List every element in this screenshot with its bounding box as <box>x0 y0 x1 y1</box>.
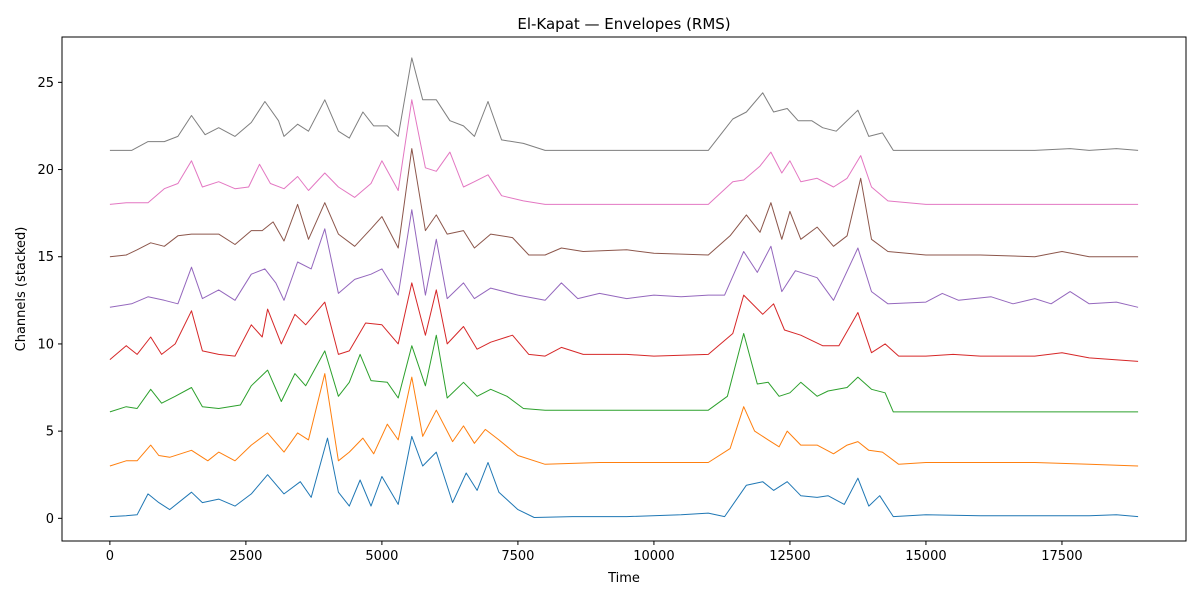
plot-frame <box>61 36 1187 542</box>
x-tick-label: 0 <box>106 549 114 564</box>
x-tick-label: 12500 <box>769 549 810 564</box>
series-line-4 <box>109 209 1139 308</box>
series-line-0 <box>109 435 1139 518</box>
x-axis-ticks: 0 2500 5000 7500 10000 12500 15000 17500 <box>106 541 1083 564</box>
y-axis-label: Channels (stacked) <box>14 227 29 352</box>
chart-title: El-Kapat — Envelopes (RMS) <box>517 15 730 33</box>
series-line-7 <box>109 57 1139 151</box>
y-tick-label: 20 <box>37 163 54 178</box>
series-line-5 <box>109 148 1139 258</box>
x-axis-label: Time <box>607 571 640 586</box>
y-tick-label: 5 <box>46 425 54 440</box>
y-axis-ticks: 0 5 10 15 20 25 <box>37 76 62 527</box>
y-tick-label: 0 <box>46 512 54 527</box>
x-tick-label: 5000 <box>365 549 398 564</box>
series-layer <box>109 57 1139 518</box>
x-tick-label: 15000 <box>905 549 946 564</box>
y-tick-label: 15 <box>37 250 54 265</box>
series-line-1 <box>109 373 1139 467</box>
x-tick-label: 17500 <box>1041 549 1082 564</box>
series-line-3 <box>109 282 1139 362</box>
series-line-2 <box>109 333 1139 413</box>
x-tick-label: 10000 <box>633 549 674 564</box>
x-tick-label: 7500 <box>501 549 534 564</box>
y-tick-label: 10 <box>37 337 54 352</box>
series-line-6 <box>109 99 1139 205</box>
y-tick-label: 25 <box>37 76 54 91</box>
x-tick-label: 2500 <box>229 549 262 564</box>
